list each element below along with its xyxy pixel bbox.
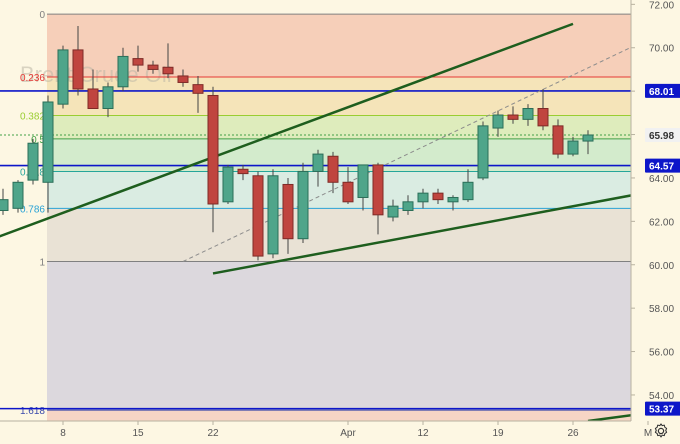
- x-tick-label: M: [644, 428, 652, 439]
- price-label: 64.57: [649, 162, 674, 173]
- fib-level-label: 0: [39, 10, 45, 21]
- fib-zone: [47, 171, 631, 209]
- y-tick-label: 60.00: [649, 261, 674, 272]
- candle-body: [267, 175, 279, 255]
- fib-trend-dashed-line: [182, 46, 631, 262]
- x-tick-label: 22: [207, 428, 219, 439]
- candle-body: [42, 101, 54, 183]
- price-label-bg: [645, 158, 680, 173]
- candle-body: [387, 205, 399, 218]
- candle-body: [252, 175, 264, 257]
- candle-body: [312, 153, 324, 172]
- price-label-bg: [645, 83, 680, 98]
- candle-body: [237, 168, 249, 175]
- candle-body: [477, 125, 489, 179]
- trend-line: [587, 413, 631, 421]
- trend-line: [212, 194, 631, 275]
- x-tick-label: Apr: [340, 428, 356, 439]
- price-label: 68.01: [649, 87, 674, 98]
- candle-body: [357, 164, 369, 198]
- candle-body: [417, 192, 429, 203]
- trend-line: [0, 22, 574, 238]
- fib-level-label: 0.382: [20, 111, 45, 122]
- candle-body: [552, 125, 564, 155]
- price-label: 53.37: [649, 405, 674, 416]
- candle-body: [27, 142, 39, 181]
- candle-body: [57, 49, 69, 105]
- fib-zone: [47, 138, 631, 172]
- candle-body: [132, 58, 144, 66]
- fib-level-label: 0.786: [20, 204, 45, 215]
- x-tick-label: 19: [492, 428, 504, 439]
- fib-zone: [47, 410, 631, 421]
- x-tick-label: 26: [567, 428, 579, 439]
- candle-body: [447, 196, 459, 203]
- fib-zone: [47, 208, 631, 262]
- fib-zone: [47, 77, 631, 116]
- gear-icon[interactable]: [652, 422, 670, 440]
- candle-body: [72, 49, 84, 90]
- fib-level-label: 0.236: [20, 73, 45, 84]
- candle-body: [507, 114, 519, 120]
- candle-body: [582, 134, 594, 142]
- fib-zone: [47, 14, 631, 78]
- watermark-text: Brent Crude Oil: [20, 62, 172, 87]
- candle-body: [162, 66, 174, 75]
- y-axis-background: [631, 0, 680, 444]
- y-tick-label: 72.00: [649, 0, 674, 11]
- candle-body: [117, 55, 129, 88]
- candle-body: [207, 94, 219, 205]
- candle-body: [462, 181, 474, 201]
- price-label-bg: [645, 401, 680, 416]
- x-axis-background: [0, 421, 680, 444]
- y-tick-label: 58.00: [649, 304, 674, 315]
- fib-level-label: 1: [39, 257, 45, 268]
- y-tick-label: 70.00: [649, 44, 674, 55]
- candle-body: [432, 192, 444, 201]
- fib-level-label: 0.5: [31, 135, 45, 146]
- candle-body: [492, 114, 504, 129]
- candle-body: [372, 164, 384, 216]
- x-tick-label: 8: [60, 428, 66, 439]
- candle-body: [537, 108, 549, 127]
- x-tick-label: 12: [417, 428, 429, 439]
- candle-body: [87, 88, 99, 110]
- candle-body: [522, 108, 534, 120]
- y-tick-label: 62.00: [649, 217, 674, 228]
- candle-body: [327, 155, 339, 183]
- candle-body: [567, 140, 579, 155]
- price-label-bg: [645, 127, 680, 142]
- candle-body: [222, 166, 234, 203]
- candle-body: [297, 170, 309, 240]
- candle-body: [342, 181, 354, 203]
- candle-body: [402, 201, 414, 211]
- fib-level-label: 1.618: [20, 406, 45, 417]
- price-label: 65.98: [649, 131, 674, 142]
- y-tick-label: 56.00: [649, 348, 674, 359]
- candle-body: [192, 84, 204, 94]
- x-tick-label: 15: [132, 428, 144, 439]
- candle-body: [177, 75, 189, 83]
- candle-body: [282, 183, 294, 240]
- candle-body: [102, 86, 114, 110]
- candle-body: [147, 64, 159, 70]
- candle-body: [12, 181, 24, 209]
- fib-zone: [47, 261, 631, 411]
- y-tick-label: 64.00: [649, 174, 674, 185]
- candle-body: [0, 199, 9, 212]
- y-tick-label: 54.00: [649, 391, 674, 402]
